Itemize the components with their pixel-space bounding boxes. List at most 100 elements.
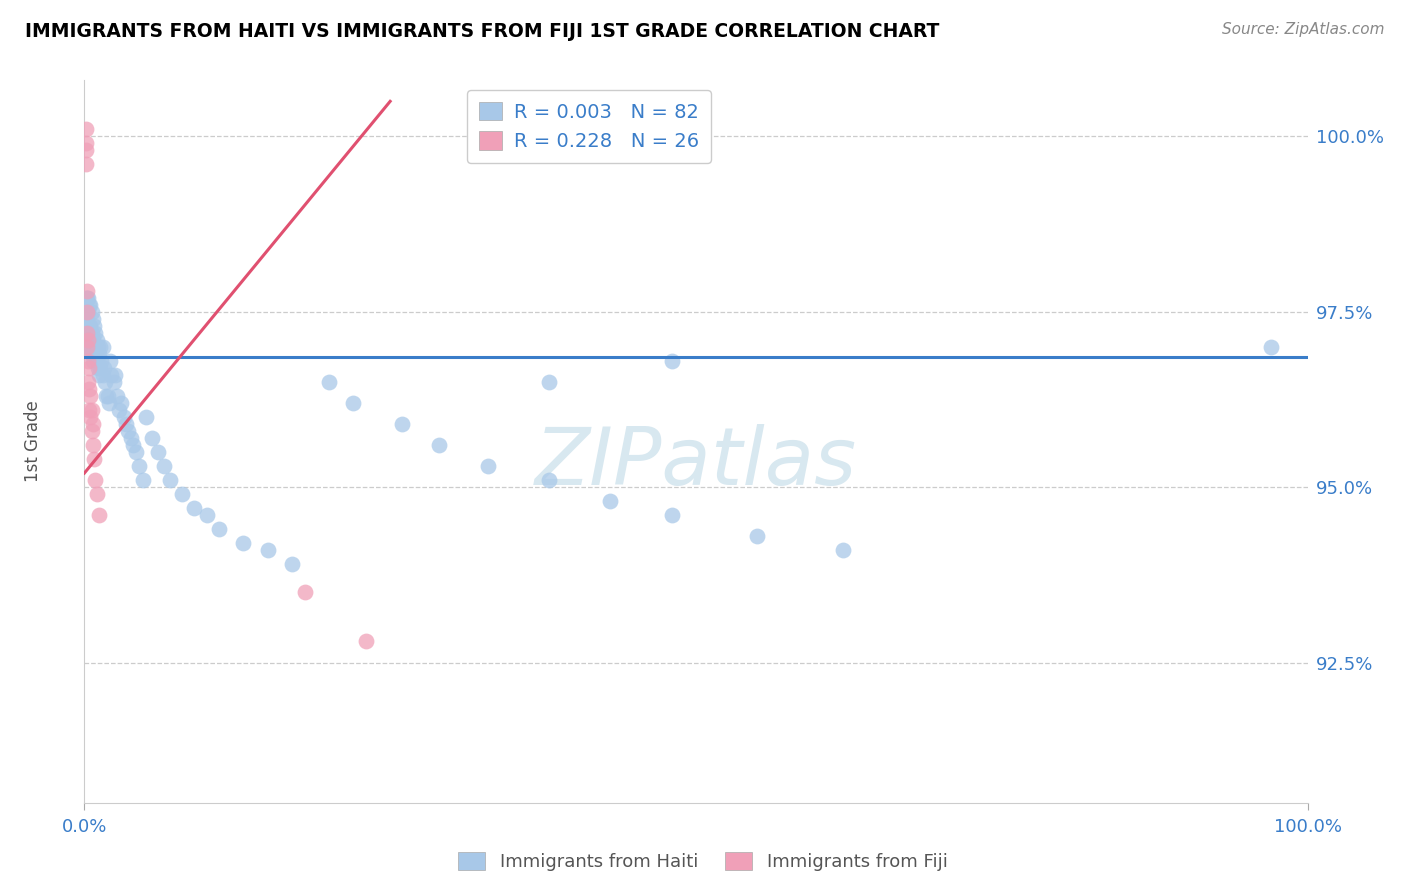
Point (75, 318, 97, 333)
Point (75, 305, 97, 319)
Point (77, 382, 100, 396)
Point (79, 409, 101, 424)
Point (77, 333, 100, 347)
Point (84, 473, 107, 487)
Point (77, 375, 100, 389)
Point (98, 354, 121, 368)
Point (1260, 340, 1282, 354)
Point (342, 396, 364, 410)
Point (538, 375, 561, 389)
Point (354, 634, 377, 648)
Point (125, 445, 148, 459)
Point (76, 284, 98, 298)
Point (89, 360, 111, 375)
Point (75, 291, 97, 305)
Point (76, 340, 98, 354)
Point (172, 487, 194, 501)
Point (477, 459, 499, 474)
Point (91, 340, 114, 354)
Point (79, 318, 101, 333)
Legend: R = 0.003   N = 82, R = 0.228   N = 26: R = 0.003 N = 82, R = 0.228 N = 26 (467, 90, 710, 163)
Point (208, 522, 231, 536)
Point (87, 360, 110, 375)
Point (318, 375, 340, 389)
Point (79, 340, 101, 354)
Point (75, 157, 97, 171)
Point (294, 585, 316, 599)
Text: Source: ZipAtlas.com: Source: ZipAtlas.com (1222, 22, 1385, 37)
Point (80, 424, 103, 438)
Point (831, 543, 853, 558)
Point (83, 452, 105, 467)
Point (257, 543, 280, 558)
Point (112, 409, 135, 424)
Point (86, 354, 108, 368)
Point (599, 494, 621, 508)
Point (538, 473, 561, 487)
Point (110, 396, 132, 410)
Point (76, 311, 98, 326)
Point (87, 347, 110, 361)
Point (75, 122, 97, 136)
Point (77, 305, 100, 319)
Point (77, 326, 100, 340)
Point (100, 368, 122, 382)
Point (183, 501, 205, 516)
Point (115, 417, 138, 431)
Point (132, 473, 155, 487)
Point (661, 508, 683, 523)
Point (82, 311, 104, 326)
Point (146, 445, 169, 459)
Point (117, 424, 139, 438)
Point (91, 368, 114, 382)
Point (82, 417, 104, 431)
Point (661, 354, 683, 368)
Point (120, 431, 142, 445)
Point (87, 508, 110, 523)
Point (79, 389, 101, 403)
Point (77, 340, 100, 354)
Text: ZIPatlas: ZIPatlas (534, 425, 858, 502)
Point (77, 298, 100, 312)
Point (80, 403, 103, 417)
Point (84, 347, 107, 361)
Point (159, 473, 181, 487)
Point (76, 326, 98, 340)
Point (153, 459, 176, 474)
Text: IMMIGRANTS FROM HAITI VS IMMIGRANTS FROM FIJI 1ST GRADE CORRELATION CHART: IMMIGRANTS FROM HAITI VS IMMIGRANTS FROM… (25, 22, 939, 41)
Point (747, 529, 769, 543)
Point (103, 375, 125, 389)
Point (135, 409, 157, 424)
Point (77, 340, 100, 354)
Point (76, 305, 98, 319)
Point (86, 333, 108, 347)
Point (77, 403, 100, 417)
Point (96, 389, 118, 403)
Point (232, 536, 254, 550)
Point (76, 291, 98, 305)
Point (97, 389, 120, 403)
Point (77, 354, 100, 368)
Point (90, 354, 112, 368)
Point (75, 136, 97, 151)
Point (141, 431, 163, 445)
Point (97, 396, 120, 410)
Point (83, 340, 105, 354)
Point (93, 360, 115, 375)
Point (75, 144, 97, 158)
Point (82, 354, 104, 368)
Point (427, 438, 450, 452)
Point (84, 326, 107, 340)
Point (80, 305, 103, 319)
Point (107, 403, 129, 417)
Point (77, 318, 100, 333)
Point (104, 368, 127, 382)
Point (77, 360, 100, 375)
Point (122, 438, 145, 452)
Point (83, 318, 105, 333)
Point (281, 558, 304, 572)
Point (89, 340, 111, 354)
Point (86, 487, 108, 501)
Point (77, 291, 100, 305)
Legend: Immigrants from Haiti, Immigrants from Fiji: Immigrants from Haiti, Immigrants from F… (451, 846, 955, 879)
